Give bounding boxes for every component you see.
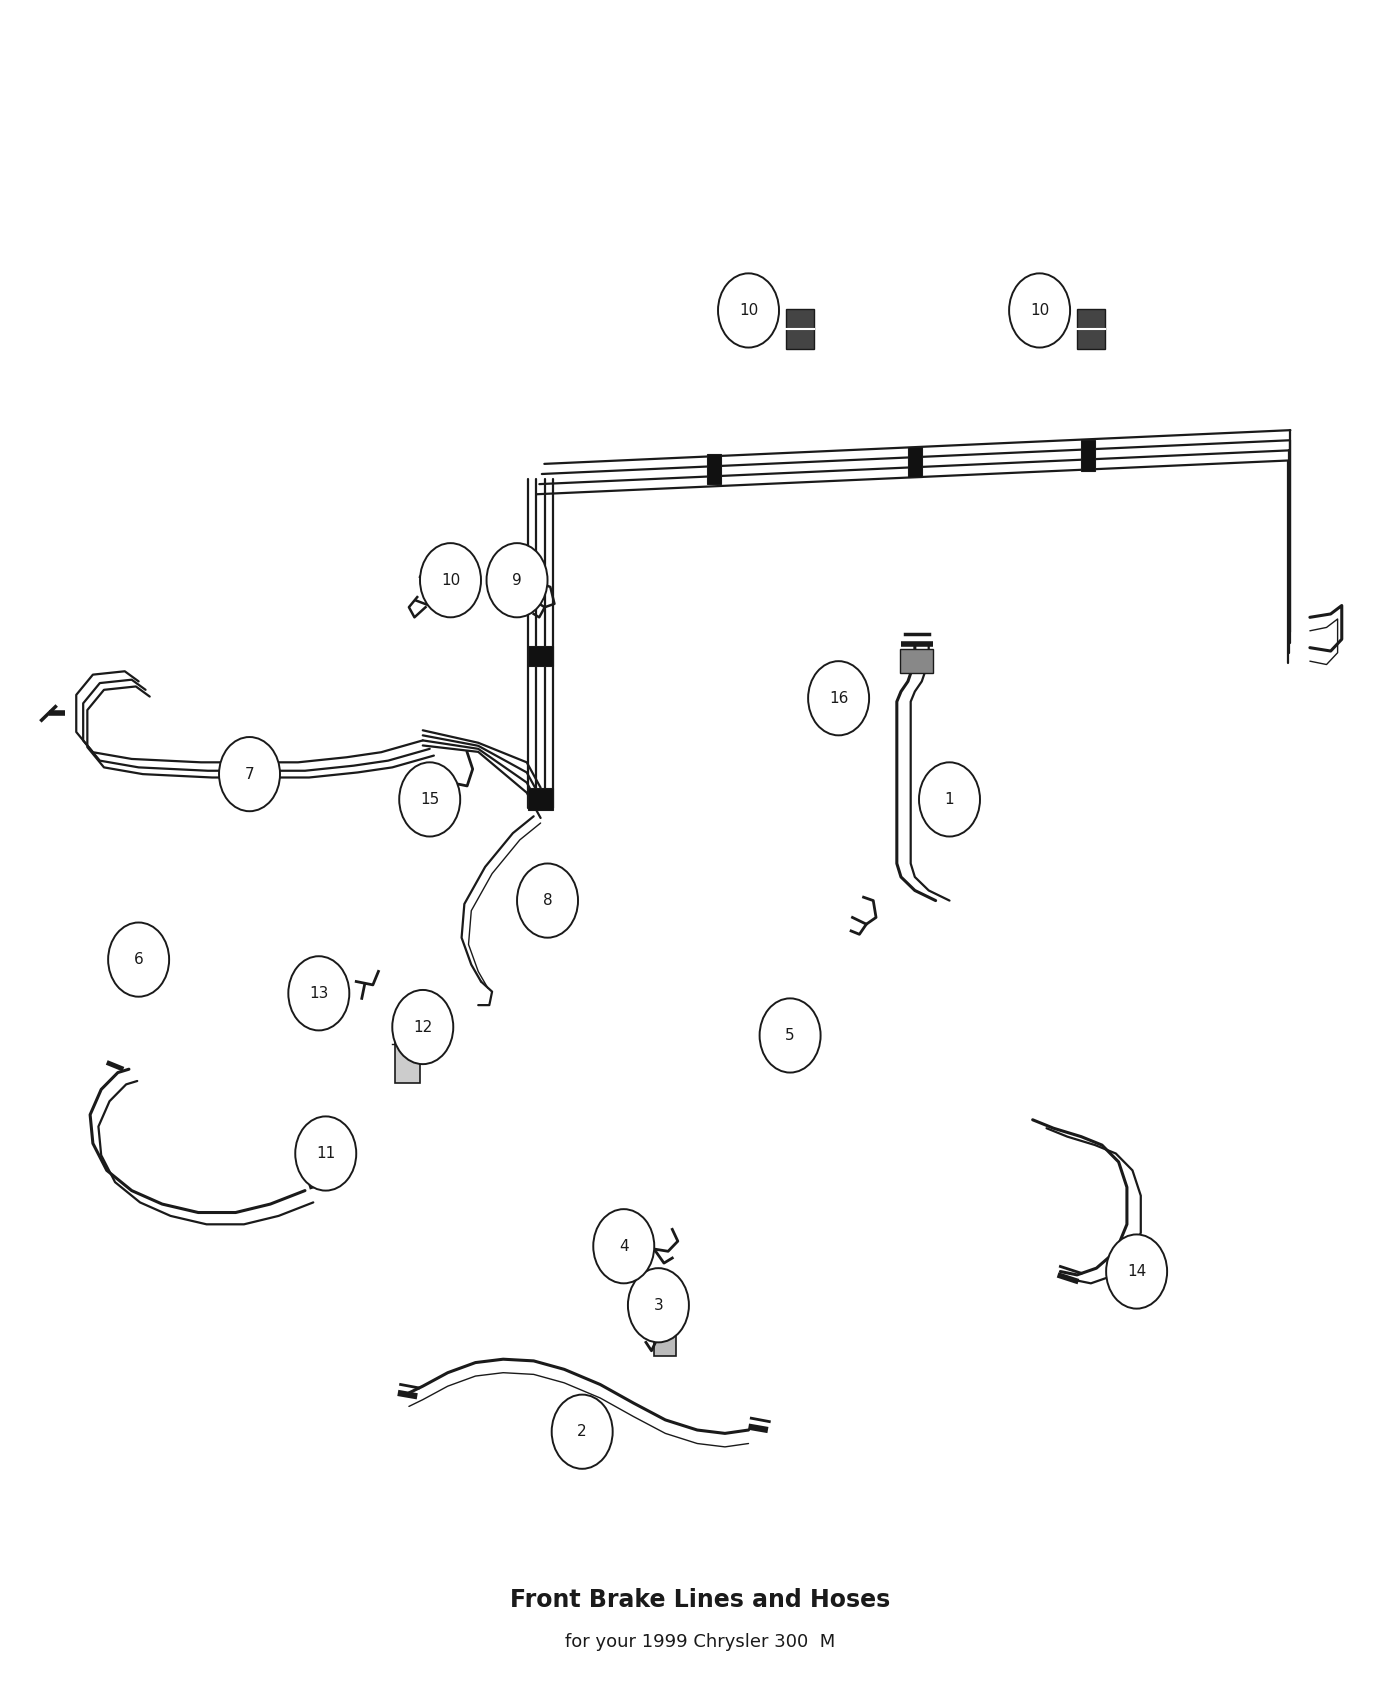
Circle shape: [487, 542, 547, 617]
Text: 4: 4: [619, 1239, 629, 1253]
Text: 1: 1: [945, 792, 955, 808]
Text: 10: 10: [739, 303, 759, 318]
Text: 7: 7: [245, 767, 255, 782]
FancyBboxPatch shape: [1077, 309, 1105, 348]
Text: 10: 10: [1030, 303, 1049, 318]
Circle shape: [288, 955, 350, 1030]
FancyBboxPatch shape: [785, 309, 813, 348]
Text: for your 1999 Chrysler 300  M: for your 1999 Chrysler 300 M: [564, 1634, 836, 1651]
Circle shape: [594, 1209, 654, 1284]
Circle shape: [392, 989, 454, 1064]
FancyBboxPatch shape: [1081, 440, 1095, 471]
Circle shape: [517, 864, 578, 938]
Text: 3: 3: [654, 1297, 664, 1312]
Circle shape: [552, 1394, 613, 1469]
Circle shape: [295, 1117, 356, 1190]
FancyBboxPatch shape: [900, 649, 932, 673]
Circle shape: [218, 738, 280, 811]
FancyBboxPatch shape: [528, 789, 553, 811]
FancyBboxPatch shape: [528, 646, 553, 666]
Text: 2: 2: [577, 1425, 587, 1440]
Text: 12: 12: [413, 1020, 433, 1035]
Circle shape: [718, 274, 778, 347]
Circle shape: [420, 542, 482, 617]
Circle shape: [629, 1268, 689, 1343]
Circle shape: [399, 762, 461, 836]
FancyBboxPatch shape: [654, 1309, 676, 1357]
Text: 15: 15: [420, 792, 440, 808]
Circle shape: [808, 661, 869, 736]
Circle shape: [1106, 1234, 1168, 1309]
Text: 16: 16: [829, 690, 848, 706]
Text: 10: 10: [441, 573, 461, 588]
Circle shape: [108, 923, 169, 996]
Text: 13: 13: [309, 986, 329, 1001]
Text: 9: 9: [512, 573, 522, 588]
Text: 11: 11: [316, 1146, 336, 1161]
Circle shape: [1009, 274, 1070, 347]
FancyBboxPatch shape: [707, 454, 721, 484]
Text: 14: 14: [1127, 1265, 1147, 1278]
Text: 5: 5: [785, 1028, 795, 1044]
Circle shape: [760, 998, 820, 1073]
Circle shape: [918, 762, 980, 836]
FancyBboxPatch shape: [909, 447, 921, 478]
Text: Front Brake Lines and Hoses: Front Brake Lines and Hoses: [510, 1588, 890, 1612]
Text: 8: 8: [543, 892, 553, 908]
Text: 6: 6: [134, 952, 144, 967]
FancyBboxPatch shape: [395, 1035, 420, 1083]
